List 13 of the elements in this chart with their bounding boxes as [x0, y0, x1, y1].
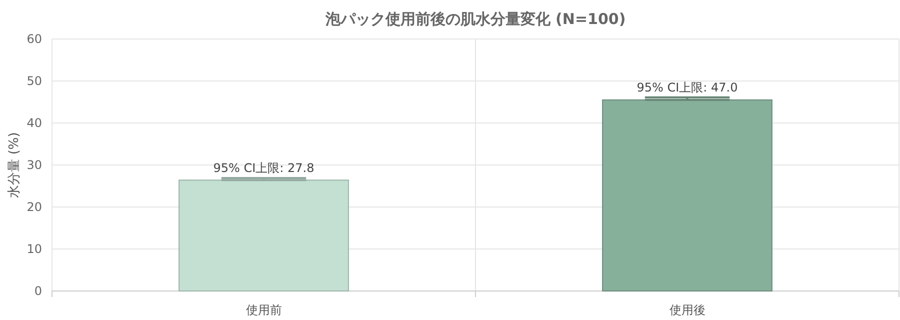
y-tick-label: 50: [26, 74, 42, 88]
annotation: 95% CI上限: 47.0: [636, 80, 738, 95]
y-tick-label: 40: [26, 116, 42, 130]
y-tick-label: 60: [26, 32, 42, 46]
y-tick-label: 10: [26, 242, 42, 256]
annotation: 95% CI上限: 27.8: [213, 161, 314, 176]
y-tick-label: 30: [26, 158, 42, 172]
y-axis-title: 水分量 (%): [7, 132, 22, 198]
x-tick-label: 使用前: [246, 303, 282, 317]
chart-title: 泡パック使用前後の肌水分量変化 (N=100): [324, 10, 626, 28]
y-tick-label: 0: [34, 284, 42, 298]
x-tick-label: 使用後: [669, 303, 706, 317]
y-tick-label: 20: [26, 200, 42, 214]
